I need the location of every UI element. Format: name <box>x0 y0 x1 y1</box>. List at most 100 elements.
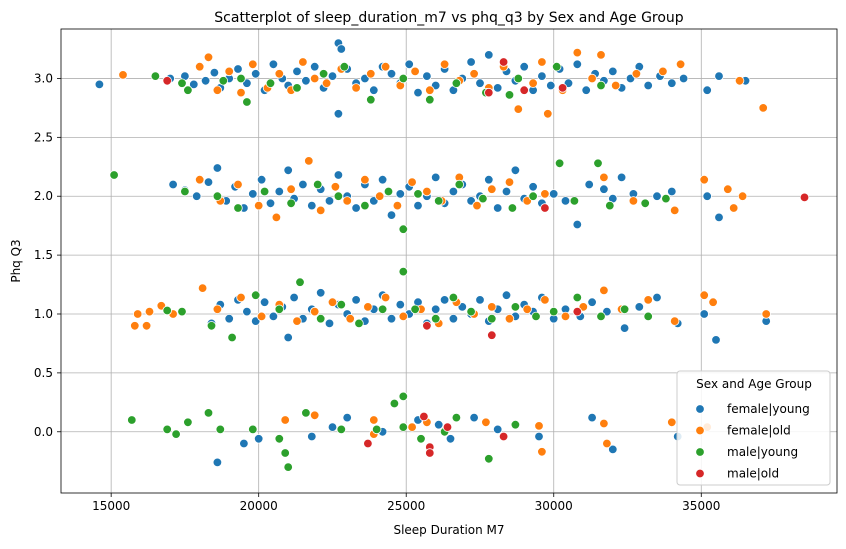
data-point <box>540 203 550 213</box>
data-point <box>351 83 361 93</box>
data-point <box>280 448 290 458</box>
data-point <box>599 285 609 296</box>
data-point <box>318 69 329 79</box>
data-point <box>519 85 529 95</box>
data-point <box>404 59 414 70</box>
data-point <box>501 290 512 300</box>
data-point <box>339 61 350 72</box>
data-point <box>274 69 285 79</box>
data-point <box>301 408 311 418</box>
legend-marker <box>695 425 705 436</box>
data-point <box>410 304 420 315</box>
data-point <box>661 193 671 204</box>
y-tick-label: 2.0 <box>34 189 53 203</box>
data-point <box>398 422 409 432</box>
series-male-young <box>109 61 671 472</box>
data-point <box>292 316 302 326</box>
legend-marker <box>695 404 705 414</box>
data-point <box>141 321 152 331</box>
data-point <box>569 196 580 206</box>
data-point <box>310 410 320 421</box>
data-point <box>330 182 341 192</box>
data-point <box>419 411 429 422</box>
data-point <box>286 184 296 194</box>
data-point <box>369 415 379 425</box>
legend-title: Sex and Age Group <box>696 377 812 391</box>
data-point <box>250 69 261 79</box>
data-point <box>236 73 246 84</box>
data-point <box>628 196 639 206</box>
data-point <box>150 71 161 81</box>
data-point <box>383 186 394 197</box>
data-point <box>557 83 568 93</box>
data-point <box>493 424 503 435</box>
data-point <box>250 290 261 300</box>
data-points <box>94 38 810 472</box>
legend-items: female|young female|old male|young male|old <box>695 402 810 481</box>
data-point <box>667 186 677 197</box>
data-point <box>448 186 459 197</box>
data-point <box>454 179 465 190</box>
data-point <box>265 198 276 209</box>
data-point <box>377 304 388 315</box>
data-point <box>608 66 618 77</box>
data-point <box>324 318 335 329</box>
data-point <box>310 61 320 72</box>
data-point <box>171 429 181 439</box>
data-point <box>224 66 234 77</box>
data-point <box>560 196 571 206</box>
data-point <box>640 198 650 209</box>
data-point <box>737 191 748 201</box>
data-point <box>363 438 373 449</box>
data-point <box>307 431 317 442</box>
data-point <box>398 266 409 277</box>
legend-item: female|old <box>695 424 791 438</box>
data-point <box>283 165 293 176</box>
data-point <box>183 85 193 95</box>
data-point <box>363 302 373 312</box>
x-axis-label: Sleep Duration M7 <box>393 523 504 537</box>
data-point <box>540 189 550 199</box>
data-point <box>602 438 612 449</box>
data-point <box>699 309 709 319</box>
data-point <box>389 398 400 409</box>
legend-marker <box>695 447 705 457</box>
data-point <box>259 297 270 307</box>
data-point <box>572 219 583 230</box>
data-point <box>510 420 521 430</box>
legend-item: female|young <box>695 402 810 416</box>
data-point <box>274 304 285 315</box>
data-point <box>599 418 609 429</box>
data-point <box>398 224 409 234</box>
y-tick-label: 0.5 <box>34 366 53 380</box>
data-point <box>504 90 515 100</box>
data-point <box>212 304 223 315</box>
data-point <box>670 205 680 216</box>
series-female-old <box>118 47 771 457</box>
data-point <box>758 103 768 113</box>
data-point <box>422 186 432 197</box>
data-point <box>469 69 479 79</box>
data-point <box>304 156 314 166</box>
data-point <box>487 184 497 194</box>
data-point <box>593 158 603 169</box>
data-point <box>215 424 226 435</box>
y-tick-label: 1.5 <box>34 248 53 262</box>
data-point <box>425 85 435 95</box>
data-point <box>434 420 444 430</box>
data-point <box>254 434 264 444</box>
data-point <box>519 61 529 72</box>
data-point <box>377 174 388 185</box>
data-point <box>268 311 279 322</box>
data-point <box>203 177 214 187</box>
data-point <box>587 412 597 423</box>
data-point <box>658 66 668 77</box>
data-point <box>398 311 409 322</box>
data-point <box>445 434 456 444</box>
data-point <box>711 335 721 345</box>
data-point <box>183 417 193 428</box>
data-point <box>451 78 462 88</box>
data-point <box>194 174 205 185</box>
data-point <box>537 57 547 67</box>
data-point <box>242 97 252 107</box>
